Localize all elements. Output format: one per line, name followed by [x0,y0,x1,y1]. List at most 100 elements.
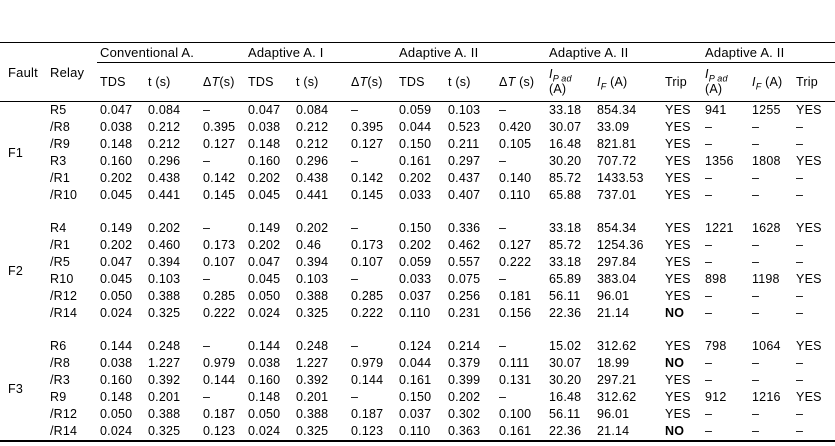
cell-dt-a2: 0.181 [499,289,532,303]
cell-t-conv: 0.103 [148,272,181,286]
cell-trip-2: – [796,373,804,387]
cell-t-conv: 0.441 [148,188,181,202]
cell-trip-2: – [796,171,804,185]
cell-tds-conv: 0.202 [100,171,133,185]
relay-cell: R3 [50,154,67,168]
table-row: /R3 0.160 0.392 0.144 0.160 0.392 0.144 0.161 0.… [0,372,835,389]
cell-if-1: 1254.36 [597,238,644,252]
cell-tds-a2: 0.202 [399,171,432,185]
cell-dt-a2: 0.105 [499,137,532,151]
cell-t-a1: 1.227 [296,356,329,370]
cell-t-a2: 0.075 [448,272,481,286]
spacer-cell [0,204,835,220]
group-header-row: Fault Relay Conventional A. Adaptive A. I… [0,42,835,102]
cell-if-1: 707.72 [597,154,637,168]
cell-dt-conv: – [203,103,211,117]
cell-dt-a1: – [351,103,359,117]
cell-tds-conv: 0.160 [100,154,133,168]
cell-dt-conv: – [203,272,211,286]
cell-t-a2: 0.437 [448,171,481,185]
cell-if-1: 1433.53 [597,171,644,185]
col-header-t-conv: t (s) [145,62,200,102]
cell-if-1: 297.84 [597,255,637,269]
col-header-tds-a2: TDS [396,62,446,102]
cell-ipad-1: 85.72 [549,171,582,185]
cell-trip-1: YES [665,339,691,353]
cell-tds-a1: 0.045 [248,272,281,286]
cell-trip-2: – [796,306,804,320]
col-header-tds-conv: TDS [97,62,145,102]
cell-if-2: – [752,356,760,370]
cell-tds-conv: 0.047 [100,255,133,269]
cell-dt-conv: 0.222 [203,306,236,320]
cell-t-a2: 0.202 [448,390,481,404]
relay-cell: /R1 [50,238,71,252]
cell-ipad-2: – [705,255,713,269]
cell-tds-a1: 0.160 [248,373,281,387]
col-header-trip-1: Trip [662,62,703,102]
group-header-5: Adaptive A. II [702,42,835,63]
cell-if-2: – [752,120,760,134]
cell-trip-2: – [796,356,804,370]
cell-ipad-1: 30.20 [549,373,582,387]
cell-if-2: – [752,171,760,185]
cell-tds-a2: 0.044 [399,120,432,134]
cell-t-conv: 0.392 [148,373,181,387]
cell-tds-conv: 0.148 [100,390,133,404]
cell-tds-a1: 0.148 [248,137,281,151]
cell-tds-conv: 0.148 [100,137,133,151]
cell-ipad-1: 30.20 [549,154,582,168]
cell-ipad-1: 65.89 [549,272,582,286]
cell-dt-conv: – [203,339,211,353]
cell-dt-a1: 0.395 [351,120,384,134]
cell-t-a1: 0.438 [296,171,329,185]
cell-tds-a1: 0.202 [248,171,281,185]
table-row: /R5 0.047 0.394 0.107 0.047 0.394 0.107 0.059 0.… [0,254,835,271]
group-header-4: Adaptive A. II [546,42,703,63]
cell-dt-a2: 0.127 [499,238,532,252]
cell-trip-2: YES [796,103,822,117]
cell-if-2: – [752,238,760,252]
cell-t-a2: 0.523 [448,120,481,134]
cell-ipad-2: – [705,407,713,421]
relay-cell: R5 [50,103,67,117]
cell-tds-a2: 0.059 [399,103,432,117]
cell-if-1: 33.09 [597,120,630,134]
cell-if-2: – [752,137,760,151]
cell-if-2: 1628 [752,221,781,235]
cell-ipad-2: 798 [705,339,727,353]
cell-dt-a1: 0.979 [351,356,384,370]
table-row: /R8 0.038 1.227 0.979 0.038 1.227 0.979 0.044 0.… [0,355,835,372]
cell-if-2: – [752,306,760,320]
cell-ipad-1: 30.07 [549,120,582,134]
cell-tds-a2: 0.033 [399,188,432,202]
cell-trip-1: NO [665,424,685,438]
cell-tds-a1: 0.148 [248,390,281,404]
col-header-if-1: IF (A) [594,62,663,102]
cell-dt-a1: 0.173 [351,238,384,252]
cell-trip-1: YES [665,238,691,252]
cell-dt-a2: – [499,154,507,168]
table-row: R10 0.045 0.103 – 0.045 0.103 – 0.033 0.075 – 65.8… [0,271,835,288]
col-header-t-a2: t (s) [445,62,497,102]
cell-if-2: – [752,289,760,303]
cell-tds-conv: 0.144 [100,339,133,353]
sub-header-row: TDS t (s) ΔT(s) TDS t (s) ΔT(s) TDS t (s) ΔT (s)… [0,62,835,102]
cell-t-a2: 0.214 [448,339,481,353]
cell-tds-a1: 0.047 [248,103,281,117]
cell-trip-2: – [796,238,804,252]
cell-ipad-2: 898 [705,272,727,286]
cell-t-a1: 0.201 [296,390,329,404]
cell-t-conv: 0.084 [148,103,181,117]
results-table: Fault Relay Conventional A. Adaptive A. I… [0,42,835,442]
table-row: /R14 0.024 0.325 0.123 0.024 0.325 0.123 0.110 0… [0,423,835,441]
cell-trip-1: YES [665,390,691,404]
cell-dt-a2: 0.111 [499,356,530,370]
cell-ipad-2: – [705,373,713,387]
cell-trip-2: – [796,255,804,269]
cell-trip-1: YES [665,407,691,421]
cell-dt-a2: 0.222 [499,255,532,269]
fault-label: F1 [8,145,23,160]
cell-if-2: – [752,188,760,202]
